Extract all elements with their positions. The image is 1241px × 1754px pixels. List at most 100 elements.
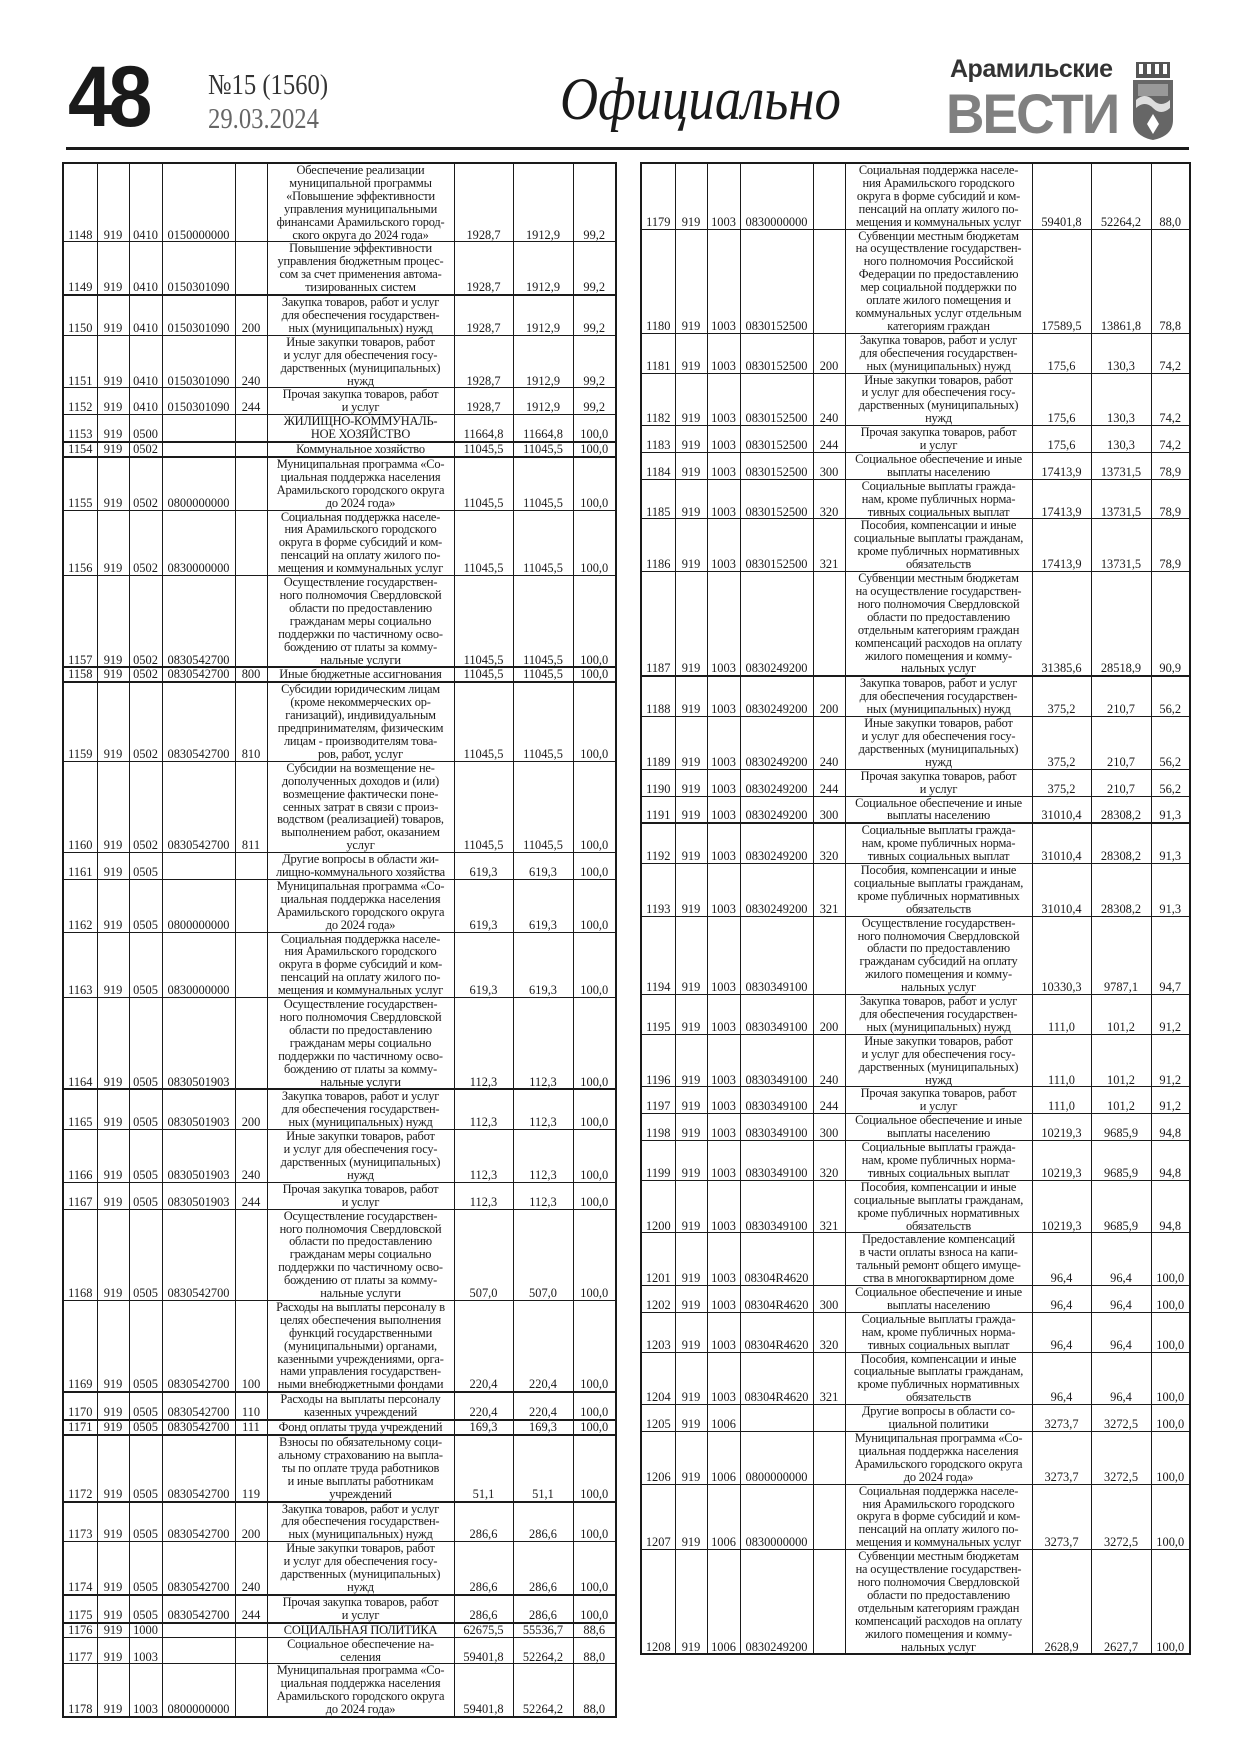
cell-admin: 919 (96, 852, 130, 880)
cell-description: Иные закупки товаров, работ и услуг для … (844, 372, 1033, 427)
table-row: 1195 919 1003 0830349100 200 Закупка товаров,… (640, 994, 1191, 1035)
cell-section: 1003 (706, 1311, 741, 1353)
cell-plan: 111,0 (1031, 1086, 1092, 1115)
cell-percent: 100,0 (572, 441, 617, 458)
cell-plan: 96,4 (1031, 1311, 1092, 1353)
cell-fact: 210,7 (1090, 768, 1152, 797)
cell-description: Социальная поддержка населе- ния Арамиль… (844, 1483, 1033, 1551)
cell-exp_type (812, 915, 846, 996)
cell-admin: 919 (96, 1419, 130, 1436)
cell-section: 0505 (128, 1593, 163, 1624)
cell-fact: 13731,5 (1090, 451, 1152, 480)
cell-fact: 112,3 (512, 1181, 574, 1210)
cell-plan: 11045,5 (453, 509, 514, 577)
cell-target (161, 1636, 236, 1665)
table-row: 1161 919 0505 Другие вопросы в области жи- … (62, 852, 617, 880)
issue-date: 29.03.2024 (208, 103, 319, 135)
cell-num: 1158 (62, 666, 98, 683)
cell-description: Субвенции местным бюджетам на осуществле… (844, 571, 1033, 677)
cell-plan: 59401,8 (1031, 162, 1092, 230)
cell-exp_type: 119 (234, 1434, 268, 1503)
cell-target: 0830249200 (739, 571, 814, 677)
cell-num: 1199 (640, 1140, 676, 1181)
cell-percent: 100,0 (572, 681, 617, 762)
cell-percent: 100,0 (1150, 1431, 1191, 1485)
table-row: 1168 919 0505 0830542700 Осуществление госуд… (62, 1208, 617, 1301)
cell-num: 1191 (640, 795, 676, 824)
cell-description: Муниципальная программа «Со- циальная по… (266, 1663, 455, 1718)
table-row: 1164 919 0505 0830501903 Осуществление госуд… (62, 997, 617, 1090)
table-row: 1166 919 0505 0830501903 240 Иные закупки тов… (62, 1129, 617, 1183)
cell-num: 1149 (62, 241, 98, 296)
cell-section: 1003 (706, 332, 741, 374)
cell-fact: 112,3 (512, 997, 574, 1090)
cell-num: 1207 (640, 1483, 676, 1551)
table-row: 1162 919 0505 0800000000 Муниципальная прогр… (62, 878, 617, 933)
cell-description: Субсидии юридическим лицам (кроме некомм… (266, 681, 455, 762)
table-row: 1150 919 0410 0150301090 200 Закупка товаров,… (62, 294, 617, 336)
cell-plan: 62675,5 (453, 1621, 514, 1638)
cell-section: 0505 (128, 878, 163, 933)
cell-num: 1200 (640, 1179, 676, 1234)
cell-exp_type: 300 (812, 795, 846, 824)
cell-fact: 619,3 (512, 852, 574, 880)
cell-admin: 919 (96, 387, 130, 416)
table-row: 1176 919 1000 СОЦИАЛЬНАЯ ПОЛИТИКА 62675,5 555… (62, 1621, 617, 1638)
cell-num: 1189 (640, 716, 676, 770)
cell-admin: 919 (96, 1129, 130, 1183)
cell-description: Иные закупки товаров, работ и услуг для … (266, 334, 455, 389)
table-row: 1177 919 1003 Социальное обеспечение на- се… (62, 1636, 617, 1665)
cell-num: 1196 (640, 1033, 676, 1088)
cell-description: Социальное обеспечение и иные выплаты на… (844, 1113, 1033, 1142)
cell-exp_type: 244 (812, 1086, 846, 1115)
cell-section: 1003 (706, 162, 741, 230)
cell-target: 0150301090 (161, 387, 236, 416)
cell-section: 0502 (128, 455, 163, 511)
cell-admin: 919 (674, 332, 708, 374)
cell-plan: 10330,3 (1031, 915, 1092, 996)
cell-description: Осуществление государствен- ного полномо… (844, 915, 1033, 996)
cell-description: Прочая закупка товаров, работ и услуг (844, 768, 1033, 797)
cell-num: 1165 (62, 1088, 98, 1131)
cell-fact: 619,3 (512, 931, 574, 999)
cell-exp_type (234, 414, 268, 443)
cell-exp_type: 320 (812, 478, 846, 520)
cell-fact: 11045,5 (512, 455, 574, 511)
cell-exp_type (234, 575, 268, 668)
cell-fact: 11045,5 (512, 509, 574, 577)
table-row: 1203 919 1003 08304R4620 320 Социальные выпла… (640, 1311, 1191, 1353)
cell-admin: 919 (674, 795, 708, 824)
cell-plan: 169,3 (453, 1419, 514, 1436)
cell-percent: 100,0 (572, 931, 617, 999)
section-title: Официально (560, 66, 841, 132)
cell-description: Расходы на выплаты персоналу казенных уч… (266, 1391, 455, 1421)
cell-target: 0800000000 (161, 878, 236, 933)
cell-plan: 10219,3 (1031, 1179, 1092, 1234)
cell-num: 1166 (62, 1129, 98, 1183)
table-row: 1202 919 1003 08304R4620 300 Социальное обесп… (640, 1285, 1191, 1313)
cell-section: 0505 (128, 1299, 163, 1393)
cell-percent: 100,0 (1150, 1351, 1191, 1406)
cell-percent: 100,0 (572, 1208, 617, 1301)
cell-description: Муниципальная программа «Со- циальная по… (844, 1431, 1033, 1485)
cell-section: 1003 (706, 1033, 741, 1088)
cell-section: 1003 (128, 1636, 163, 1665)
cell-percent: 56,2 (1150, 768, 1191, 797)
cell-exp_type: 240 (234, 1129, 268, 1183)
cell-exp_type: 321 (812, 518, 846, 573)
cell-num: 1190 (640, 768, 676, 797)
cell-num: 1201 (640, 1232, 676, 1287)
cell-fact: 1912,9 (512, 294, 574, 336)
cell-description: Прочая закупка товаров, работ и услуг (266, 387, 455, 416)
table-row: 1174 919 0505 0830542700 240 Иные закупки тов… (62, 1541, 617, 1596)
cell-admin: 919 (96, 1391, 130, 1421)
cell-target: 0830152500 (739, 332, 814, 374)
cell-description: Иные закупки товаров, работ и услуг для … (844, 1033, 1033, 1088)
cell-fact: 11045,5 (512, 666, 574, 683)
cell-percent: 56,2 (1150, 716, 1191, 770)
cell-section: 0502 (128, 760, 163, 854)
table-row: 1193 919 1003 0830249200 321 Пособия, компенс… (640, 863, 1191, 917)
cell-plan: 2628,9 (1031, 1549, 1092, 1655)
cell-num: 1162 (62, 878, 98, 933)
cell-exp_type (234, 441, 268, 458)
